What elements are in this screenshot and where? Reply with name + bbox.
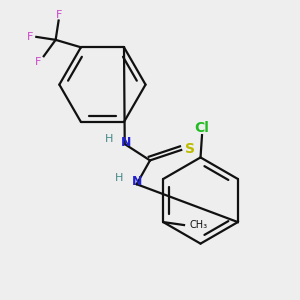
Text: F: F xyxy=(34,57,41,67)
Text: S: S xyxy=(185,142,195,155)
Text: N: N xyxy=(121,136,131,149)
Text: CH₃: CH₃ xyxy=(190,220,208,230)
Text: N: N xyxy=(131,175,142,188)
Text: Cl: Cl xyxy=(195,121,209,135)
Text: H: H xyxy=(105,134,113,144)
Text: F: F xyxy=(27,32,34,42)
Text: H: H xyxy=(115,172,124,183)
Text: F: F xyxy=(56,10,62,20)
